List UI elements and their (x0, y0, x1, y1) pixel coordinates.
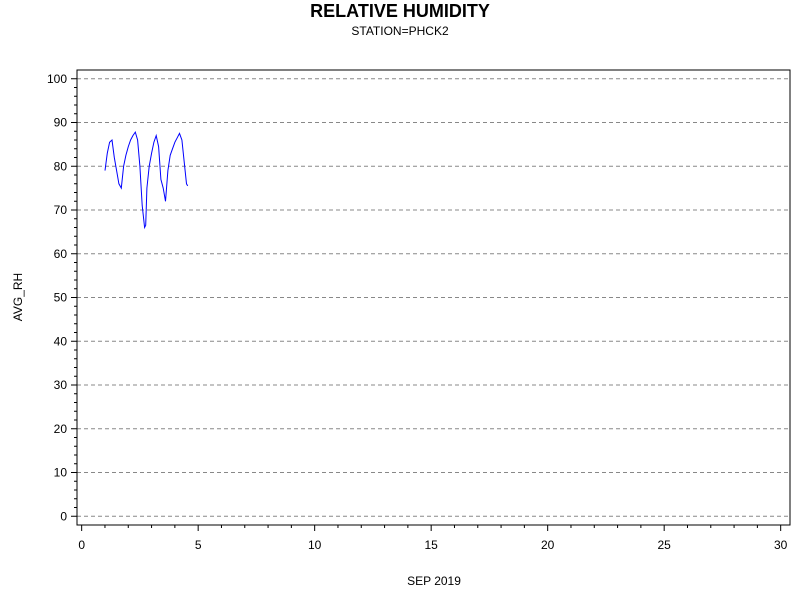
x-tick-label: 5 (195, 538, 202, 552)
x-tick-label: 15 (424, 538, 438, 552)
x-axis: 0 5 10 15 20 25 30 (78, 525, 788, 552)
x-tick-label: 10 (308, 538, 322, 552)
chart-subtitle: STATION=PHCK2 (351, 24, 449, 38)
y-tick-label: 20 (54, 422, 68, 436)
x-tick-label: 30 (774, 538, 788, 552)
x-tick-label: 20 (541, 538, 555, 552)
y-tick-label: 60 (54, 247, 68, 261)
y-tick-label: 30 (54, 378, 68, 392)
series-line-0 (104, 130, 189, 230)
series-group (104, 130, 189, 230)
y-tick-label: 10 (54, 466, 68, 480)
chart-title: RELATIVE HUMIDITY (310, 1, 490, 21)
y-tick-label: 90 (54, 116, 68, 130)
gridlines (77, 78, 790, 517)
y-tick-label: 40 (54, 334, 68, 348)
x-tick-label: 0 (78, 538, 85, 552)
y-tick-label: 100 (47, 72, 67, 86)
y-tick-label: 0 (60, 509, 67, 523)
y-axis: 0 10 20 30 40 50 60 70 80 90 100 (47, 72, 77, 523)
y-tick-label: 70 (54, 203, 68, 217)
y-tick-label: 80 (54, 159, 68, 173)
y-tick-label: 50 (54, 291, 68, 305)
x-axis-label: SEP 2019 (407, 574, 461, 588)
x-tick-label: 25 (657, 538, 671, 552)
y-axis-label: AVG_RH (11, 273, 25, 321)
